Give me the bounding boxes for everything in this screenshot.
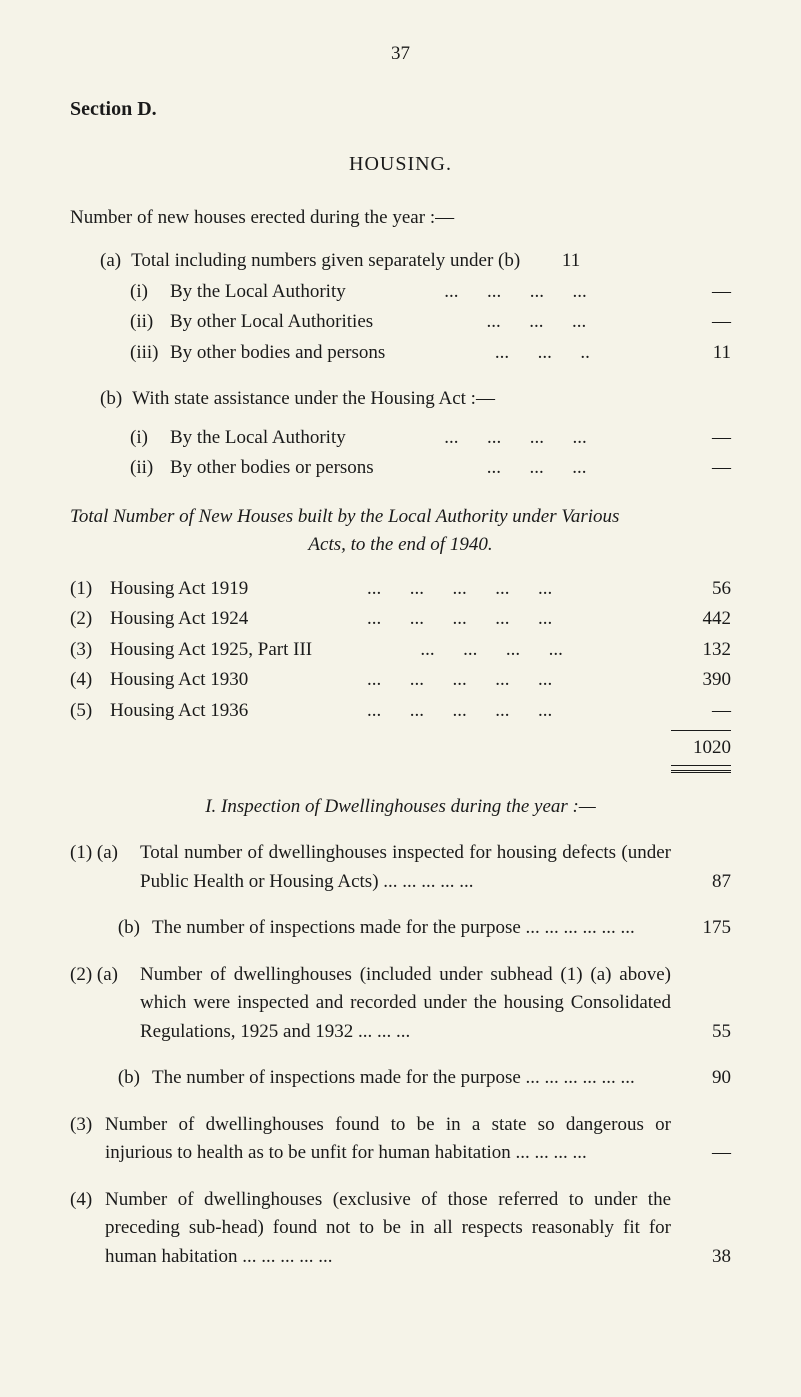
paragraph: (b) The number of inspections made for t… [70, 1064, 731, 1093]
para-text: The number of inspections made for the p… [152, 914, 681, 943]
dots: ... ... ... ... ... [248, 697, 671, 726]
act-num: (5) [70, 697, 110, 726]
act-value: 442 [671, 605, 731, 634]
total-title-line2: Acts, to the end of 1940. [70, 531, 731, 560]
paragraph: (2) (a) Number of dwellinghouses (includ… [70, 961, 731, 1047]
dots: ... ... ... ... [346, 424, 671, 453]
item-roman: (ii) [130, 308, 170, 337]
intro-line: Number of new houses erected during the … [70, 204, 731, 233]
act-num: (3) [70, 636, 110, 665]
total-double-rule [671, 765, 731, 773]
dots: ... ... ... ... ... [248, 575, 671, 604]
dots: ... ... ... [374, 454, 671, 483]
item-text: By other bodies and persons [170, 339, 385, 368]
group-a: (a) Total including numbers given separa… [70, 247, 731, 367]
para-text: The number of inspections made for the p… [152, 1064, 681, 1093]
paragraph: (b) The number of inspections made for t… [70, 914, 731, 943]
act-num: (1) [70, 575, 110, 604]
act-value: 56 [671, 575, 731, 604]
para-value: — [681, 1139, 731, 1168]
group-a-text: Total including numbers given separately… [131, 247, 520, 276]
para-value: 55 [681, 1018, 731, 1047]
act-text: Housing Act 1936 [110, 697, 248, 726]
item-value: — [671, 308, 731, 337]
item-value: — [671, 454, 731, 483]
act-value: 132 [671, 636, 731, 665]
dots: ... ... ... ... [346, 278, 671, 307]
item-text: By other bodies or persons [170, 454, 374, 483]
section-label: Section D. [70, 94, 731, 124]
para-value: 87 [681, 868, 731, 897]
total-rule [671, 730, 731, 731]
group-a-letter: (a) [100, 247, 121, 276]
item-value: — [671, 424, 731, 453]
group-b-letter: (b) [100, 385, 122, 414]
group-b-text: With state assistance under the Housing … [132, 385, 495, 414]
dots: ... ... ... ... ... [248, 666, 671, 695]
housing-acts-list: (1) Housing Act 1919 ... ... ... ... ...… [70, 575, 731, 726]
housing-title: HOUSING. [70, 149, 731, 179]
item-roman: (i) [130, 278, 170, 307]
dots: ... ... ... [373, 308, 671, 337]
para-num: (1) (a) [70, 839, 140, 868]
item-value: — [671, 278, 731, 307]
item-roman: (i) [130, 424, 170, 453]
para-text: Number of dwellinghouses (exclusive of t… [105, 1186, 681, 1272]
item-value: 11 [671, 339, 731, 368]
item-text: By the Local Authority [170, 424, 346, 453]
group-b: (b) With state assistance under the Hous… [70, 385, 731, 483]
paragraph: (3) Number of dwellinghouses found to be… [70, 1111, 731, 1168]
act-text: Housing Act 1930 [110, 666, 248, 695]
inspection-paragraphs: (1) (a) Total number of dwellinghouses i… [70, 839, 731, 1271]
para-num: (b) [70, 1064, 152, 1093]
item-text: By other Local Authorities [170, 308, 373, 337]
act-value: 390 [671, 666, 731, 695]
act-text: Housing Act 1919 [110, 575, 248, 604]
act-num: (4) [70, 666, 110, 695]
para-value: 175 [681, 914, 731, 943]
paragraph: (1) (a) Total number of dwellinghouses i… [70, 839, 731, 896]
act-text: Housing Act 1924 [110, 605, 248, 634]
act-num: (2) [70, 605, 110, 634]
dots: ... ... ... ... ... [248, 605, 671, 634]
para-num: (2) (a) [70, 961, 140, 990]
para-num: (b) [70, 914, 152, 943]
para-num: (4) [70, 1186, 105, 1215]
para-text: Number of dwellinghouses found to be in … [105, 1111, 681, 1168]
para-text: Total number of dwellinghouses inspected… [140, 839, 681, 896]
total-value: 1020 [671, 734, 731, 763]
group-a-value: 11 [520, 247, 580, 276]
para-value: 38 [681, 1243, 731, 1272]
item-roman: (iii) [130, 339, 170, 368]
act-value: — [671, 697, 731, 726]
total-title: Total Number of New Houses built by the … [70, 503, 731, 560]
inspection-title: I. Inspection of Dwellinghouses during t… [70, 793, 731, 822]
item-text: By the Local Authority [170, 278, 346, 307]
para-num: (3) [70, 1111, 105, 1140]
act-text: Housing Act 1925, Part III [110, 636, 312, 665]
dots: ... ... ... ... [312, 636, 671, 665]
paragraph: (4) Number of dwellinghouses (exclusive … [70, 1186, 731, 1272]
dots: ... ... .. [385, 339, 671, 368]
page-number: 37 [70, 40, 731, 69]
para-text: Number of dwellinghouses (included under… [140, 961, 681, 1047]
item-roman: (ii) [130, 454, 170, 483]
total-title-line1: Total Number of New Houses built by the … [70, 503, 731, 532]
para-value: 90 [681, 1064, 731, 1093]
